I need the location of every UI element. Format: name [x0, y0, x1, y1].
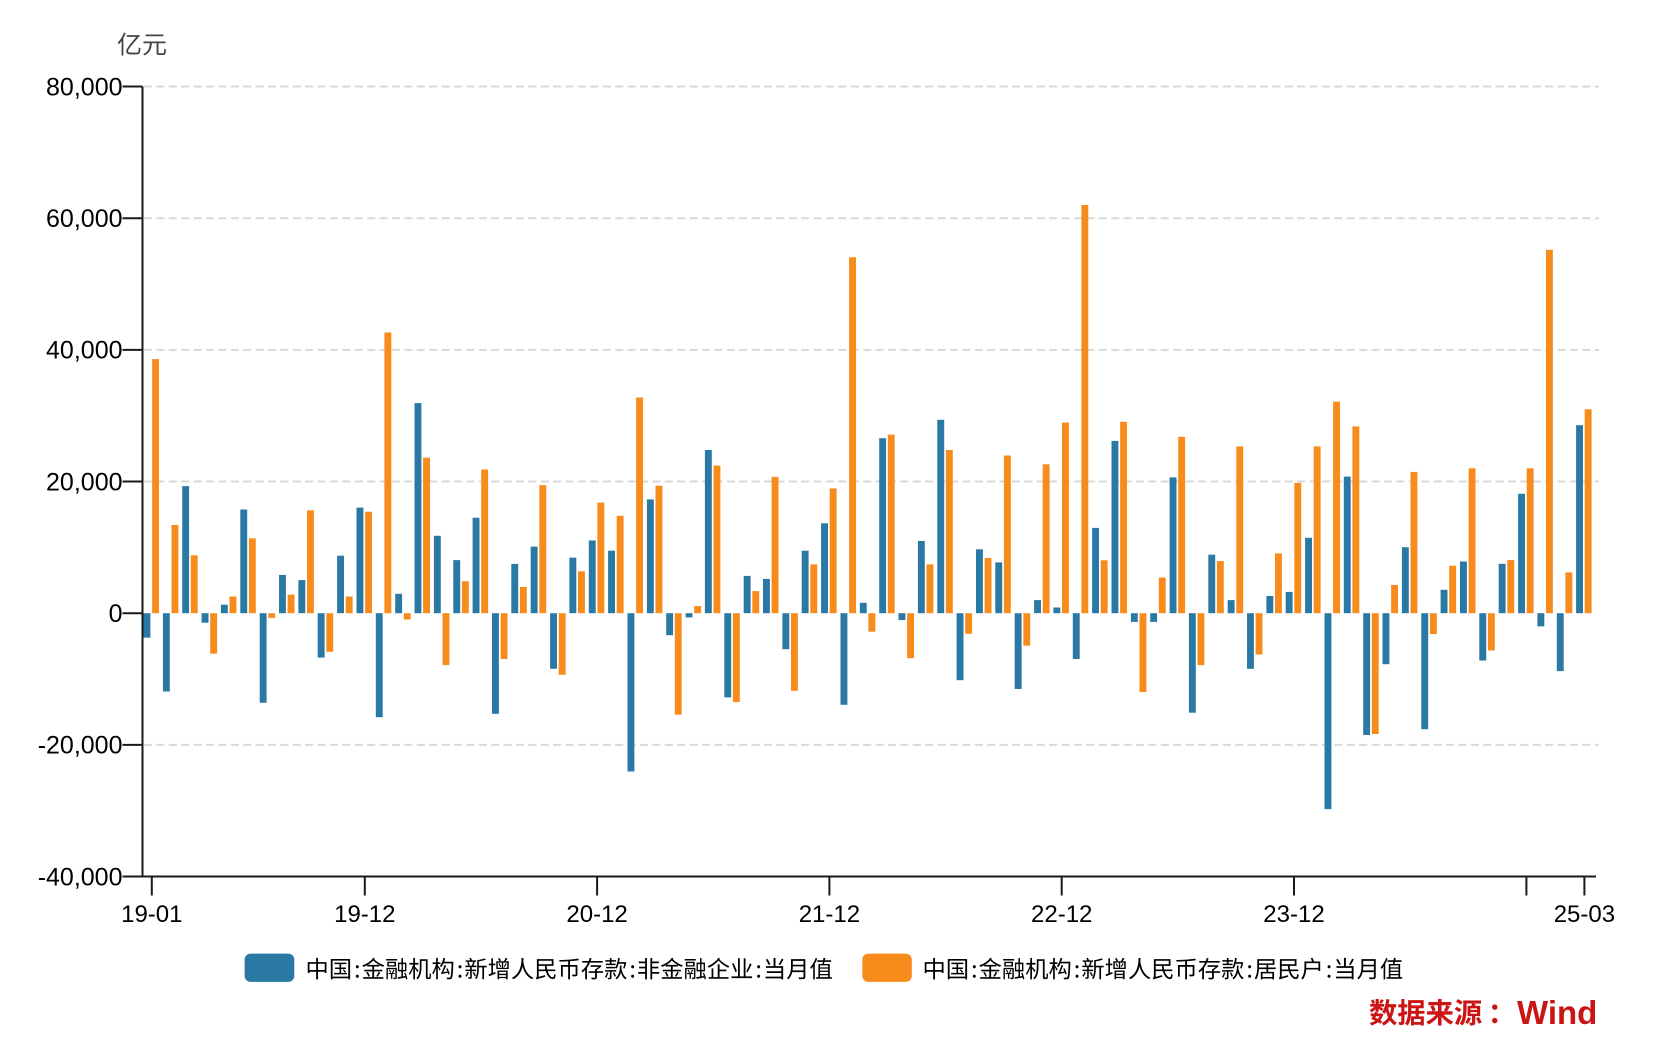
svg-text:20-12: 20-12: [566, 901, 627, 928]
svg-text:23-12: 23-12: [1263, 901, 1324, 928]
svg-text:60,000: 60,000: [46, 205, 122, 233]
svg-text:21-12: 21-12: [799, 901, 860, 928]
svg-text:-20,000: -20,000: [38, 732, 123, 760]
svg-text:19-12: 19-12: [334, 901, 395, 928]
svg-text:40,000: 40,000: [46, 337, 122, 365]
svg-text:80,000: 80,000: [46, 73, 122, 101]
svg-text:25-03: 25-03: [1554, 901, 1615, 928]
svg-text:22-12: 22-12: [1031, 901, 1092, 928]
svg-text:20,000: 20,000: [46, 468, 122, 496]
svg-text:19-01: 19-01: [121, 901, 182, 928]
svg-text:-40,000: -40,000: [38, 863, 123, 891]
svg-text:Wind: Wind: [1517, 994, 1597, 1031]
svg-text:0: 0: [109, 600, 123, 628]
